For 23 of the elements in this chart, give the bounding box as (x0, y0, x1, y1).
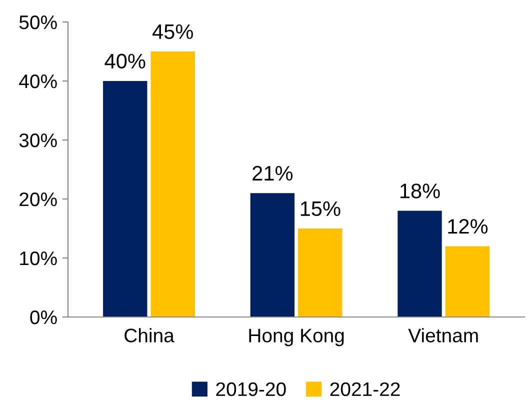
bar (150, 52, 195, 317)
y-tick-label: 40% (19, 74, 57, 88)
bar (445, 246, 490, 317)
data-label: 45% (152, 24, 193, 40)
x-tick-label: Hong Kong (249, 328, 344, 346)
data-label: 18% (400, 184, 440, 198)
data-label: 40% (104, 54, 146, 69)
data-label: 21% (252, 166, 293, 181)
y-tick-label: 30% (19, 133, 57, 148)
data-label: 12% (448, 218, 488, 234)
y-tick-label: 20% (20, 192, 57, 206)
x-tick-label: Vietnam (408, 328, 478, 342)
y-tick-label: 50% (19, 15, 57, 30)
bar (250, 193, 295, 317)
legend-label: 2021-22 (330, 382, 400, 396)
y-tick-label: 0% (30, 310, 57, 324)
bar (298, 228, 342, 317)
bar (398, 210, 442, 317)
bar (103, 81, 148, 317)
y-tick-label: 10% (20, 251, 57, 266)
x-tick-label: China (124, 328, 174, 342)
legend-label: 2019-20 (216, 382, 286, 396)
data-label: 15% (300, 201, 340, 216)
